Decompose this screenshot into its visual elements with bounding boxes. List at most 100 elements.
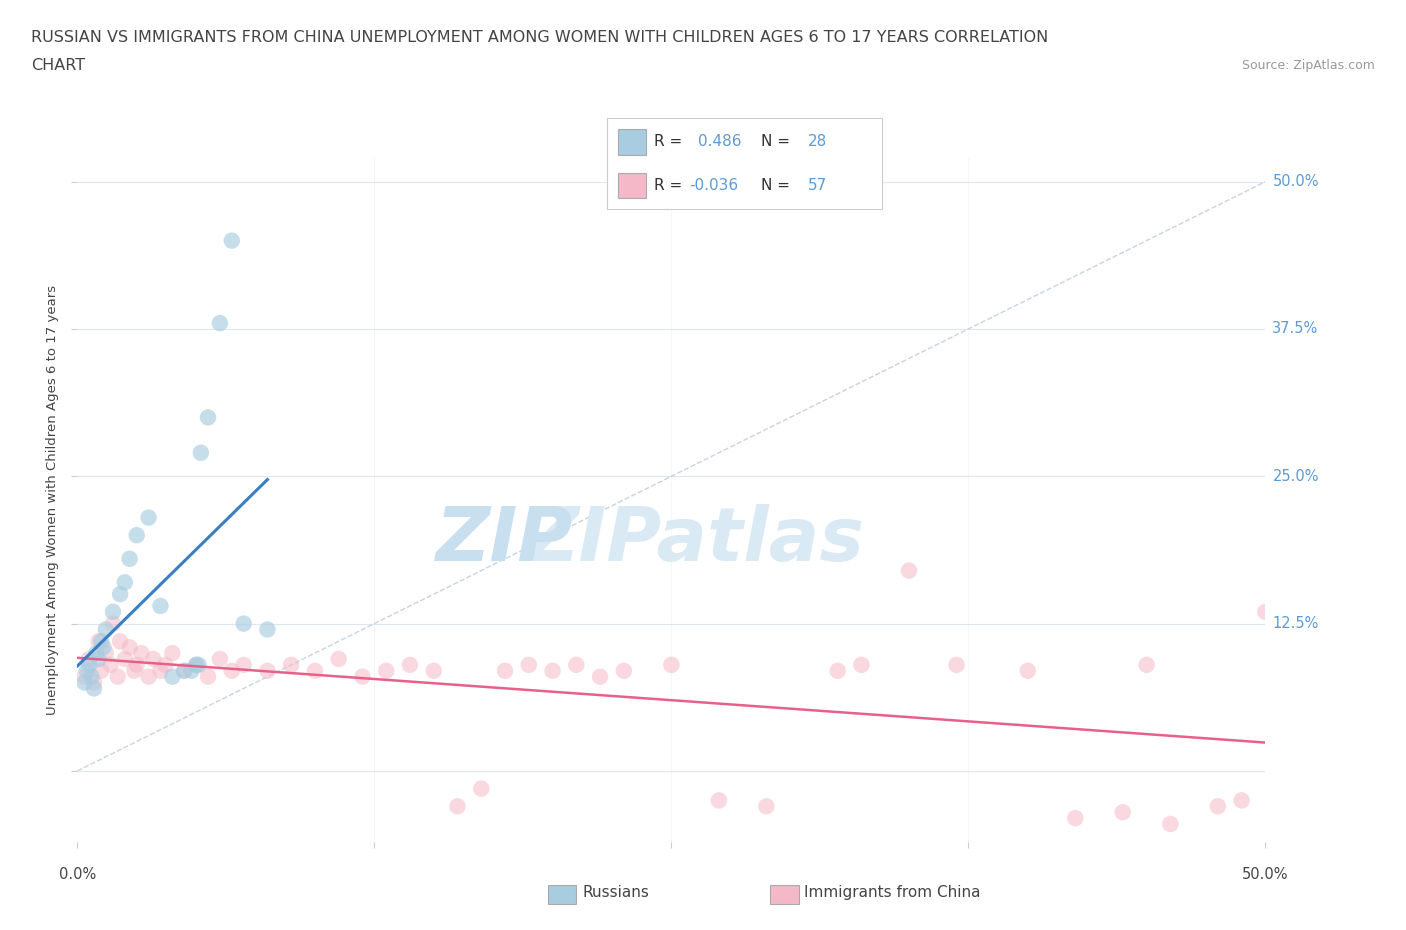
Bar bbox=[619, 129, 645, 154]
Text: N =: N = bbox=[761, 134, 794, 150]
Point bbox=[661, 658, 683, 672]
Point bbox=[945, 658, 967, 672]
Point bbox=[87, 634, 110, 649]
Point bbox=[173, 663, 195, 678]
Point bbox=[256, 663, 278, 678]
Point bbox=[399, 658, 422, 672]
Point bbox=[86, 645, 108, 660]
Text: 37.5%: 37.5% bbox=[1272, 322, 1319, 337]
Point bbox=[90, 634, 112, 649]
Text: N =: N = bbox=[761, 178, 794, 193]
Point bbox=[73, 675, 96, 690]
Point bbox=[1112, 804, 1135, 819]
Text: R =: R = bbox=[654, 178, 688, 193]
Point bbox=[470, 781, 492, 796]
Point bbox=[162, 670, 184, 684]
Point bbox=[221, 663, 243, 678]
Text: 28: 28 bbox=[807, 134, 827, 150]
Text: -0.036: -0.036 bbox=[689, 178, 738, 193]
Point bbox=[180, 663, 202, 678]
Point bbox=[375, 663, 398, 678]
Point bbox=[280, 658, 302, 672]
Point bbox=[186, 658, 208, 672]
Point bbox=[1254, 604, 1277, 619]
Point bbox=[125, 528, 148, 543]
Text: R =: R = bbox=[654, 134, 688, 150]
Point bbox=[755, 799, 778, 814]
Point bbox=[87, 652, 110, 667]
Text: 25.0%: 25.0% bbox=[1272, 469, 1319, 484]
Point bbox=[827, 663, 849, 678]
Point bbox=[107, 670, 129, 684]
Point bbox=[108, 587, 131, 602]
Point bbox=[149, 599, 172, 614]
Point bbox=[73, 670, 96, 684]
Point bbox=[256, 622, 278, 637]
Y-axis label: Unemployment Among Women with Children Ages 6 to 17 years: Unemployment Among Women with Children A… bbox=[45, 285, 59, 715]
Point bbox=[1064, 811, 1087, 826]
Point bbox=[83, 675, 105, 690]
Point bbox=[1136, 658, 1159, 672]
Text: 50.0%: 50.0% bbox=[1272, 174, 1319, 189]
Point bbox=[93, 640, 115, 655]
Point bbox=[108, 634, 131, 649]
Point bbox=[90, 663, 112, 678]
Text: 50.0%: 50.0% bbox=[1241, 867, 1289, 882]
Point bbox=[162, 645, 184, 660]
Point bbox=[186, 658, 208, 672]
Point bbox=[83, 681, 105, 696]
Point bbox=[76, 663, 98, 678]
Point bbox=[118, 551, 141, 566]
Point bbox=[138, 511, 160, 525]
Point bbox=[80, 670, 103, 684]
Point bbox=[446, 799, 468, 814]
Point bbox=[118, 640, 141, 655]
Text: CHART: CHART bbox=[31, 58, 84, 73]
Point bbox=[1017, 663, 1039, 678]
Text: Immigrants from China: Immigrants from China bbox=[804, 885, 981, 900]
Point bbox=[613, 663, 636, 678]
Point bbox=[232, 658, 254, 672]
Point bbox=[77, 652, 100, 667]
Text: 0.486: 0.486 bbox=[697, 134, 741, 150]
Point bbox=[851, 658, 873, 672]
Text: RUSSIAN VS IMMIGRANTS FROM CHINA UNEMPLOYMENT AMONG WOMEN WITH CHILDREN AGES 6 T: RUSSIAN VS IMMIGRANTS FROM CHINA UNEMPLO… bbox=[31, 30, 1049, 45]
Point bbox=[517, 658, 540, 672]
Point bbox=[142, 652, 165, 667]
Text: ZIPatlas: ZIPatlas bbox=[524, 504, 865, 578]
Text: Russians: Russians bbox=[582, 885, 650, 900]
Text: 12.5%: 12.5% bbox=[1272, 616, 1319, 631]
Text: 57: 57 bbox=[807, 178, 827, 193]
Point bbox=[138, 670, 160, 684]
Point bbox=[124, 663, 146, 678]
Point bbox=[1206, 799, 1229, 814]
Point bbox=[304, 663, 326, 678]
Point bbox=[94, 645, 117, 660]
Point bbox=[197, 410, 219, 425]
Point bbox=[541, 663, 564, 678]
Point bbox=[94, 622, 117, 637]
Point bbox=[197, 670, 219, 684]
Point bbox=[101, 617, 124, 631]
Point bbox=[101, 604, 124, 619]
Point bbox=[173, 663, 195, 678]
Text: ZIP: ZIP bbox=[436, 504, 574, 578]
Point bbox=[1159, 817, 1181, 831]
Point bbox=[565, 658, 588, 672]
Point bbox=[328, 652, 350, 667]
Bar bbox=[619, 173, 645, 198]
Text: Source: ZipAtlas.com: Source: ZipAtlas.com bbox=[1241, 59, 1375, 72]
Point bbox=[232, 617, 254, 631]
Point bbox=[589, 670, 612, 684]
Text: 0.0%: 0.0% bbox=[59, 867, 96, 882]
Point bbox=[1230, 793, 1253, 808]
Point bbox=[494, 663, 516, 678]
Point bbox=[149, 663, 172, 678]
Point bbox=[221, 233, 243, 248]
Point bbox=[352, 670, 374, 684]
Point bbox=[77, 658, 100, 672]
Point bbox=[707, 793, 730, 808]
Point bbox=[114, 652, 136, 667]
Point bbox=[155, 658, 177, 672]
Point bbox=[131, 645, 153, 660]
